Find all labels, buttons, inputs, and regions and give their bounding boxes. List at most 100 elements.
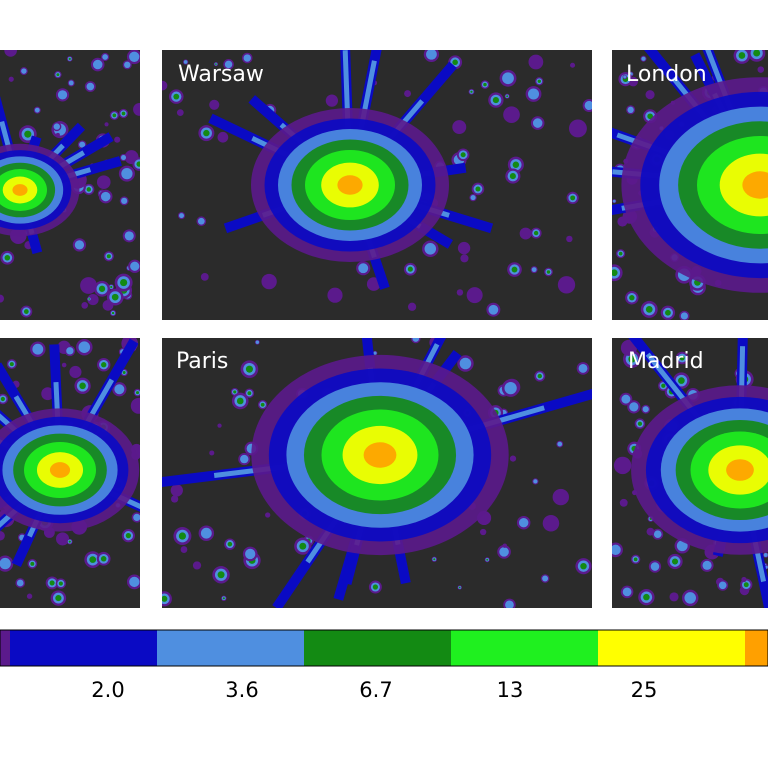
light-spot (136, 161, 140, 167)
light-spot (49, 580, 55, 586)
light-spot (215, 63, 217, 65)
light-spot (24, 130, 32, 138)
light-spot (125, 533, 132, 539)
light-spot (57, 90, 68, 100)
light-spot (470, 195, 476, 201)
light-spot (124, 61, 131, 69)
light-spot (466, 287, 483, 304)
light-spot (122, 371, 126, 374)
light-spot (653, 530, 662, 539)
light-spot (570, 195, 576, 201)
city-core (337, 175, 363, 195)
light-spot (79, 382, 86, 390)
city-label: Paris (176, 349, 228, 374)
light-spot (130, 261, 140, 271)
light-spot (519, 227, 532, 240)
light-spot (645, 90, 655, 100)
light-spot (80, 277, 97, 294)
light-spot (557, 276, 576, 294)
light-spot (55, 532, 70, 546)
light-spot (133, 102, 140, 116)
light-spot (629, 402, 639, 412)
light-spot (642, 406, 649, 413)
light-spot (546, 270, 551, 274)
light-spot (227, 541, 233, 547)
panels (0, 50, 768, 608)
light-spot (130, 397, 140, 414)
map-panel (0, 338, 140, 608)
light-spot (224, 60, 233, 69)
city-core (742, 171, 768, 199)
light-spot (537, 373, 542, 379)
light-spot (665, 309, 671, 316)
light-spot (617, 216, 628, 227)
light-spot (129, 576, 140, 588)
map-panel (612, 338, 768, 608)
light-spot (511, 266, 518, 273)
light-spot (433, 558, 436, 561)
colorbar (0, 630, 768, 666)
light-spot (180, 546, 188, 553)
city-core (726, 459, 754, 481)
light-spot (114, 136, 121, 143)
light-spot (170, 495, 179, 503)
light-spot (0, 530, 5, 541)
light-spot (452, 120, 467, 135)
light-spot (650, 562, 660, 571)
light-spot (542, 514, 560, 532)
light-spot (56, 73, 60, 77)
light-spot (512, 161, 520, 168)
light-spot (86, 82, 95, 91)
light-spot (0, 294, 5, 303)
light-spot (102, 54, 108, 60)
light-spot (247, 391, 252, 396)
light-spot (620, 339, 637, 356)
light-spot (173, 93, 180, 100)
light-spot (645, 306, 653, 313)
light-spot (245, 548, 256, 560)
light-spot (240, 454, 249, 464)
light-spot (265, 512, 271, 518)
light-spot (580, 562, 587, 570)
light-spot (470, 90, 473, 93)
light-spot (16, 579, 24, 587)
light-spot (68, 540, 71, 543)
light-spot (568, 119, 587, 138)
light-spot (133, 513, 140, 522)
light-spot (101, 362, 107, 368)
light-spot (245, 365, 253, 373)
light-spot (669, 592, 679, 602)
light-spot (622, 587, 632, 597)
light-spot (92, 59, 103, 70)
light-spot (537, 79, 541, 83)
light-spot (753, 50, 761, 57)
light-spot (217, 423, 222, 428)
light-spot (203, 129, 210, 137)
light-spot (718, 581, 727, 590)
light-spot (426, 50, 437, 60)
light-spot (702, 560, 712, 570)
light-spot (255, 340, 260, 344)
light-spot (373, 351, 377, 355)
light-spot (222, 597, 225, 600)
light-spot (74, 240, 85, 250)
light-spot (69, 365, 82, 379)
light-spot (627, 106, 634, 114)
light-spot (104, 122, 109, 127)
light-spot (457, 241, 471, 255)
light-spot (121, 197, 128, 204)
light-spot (738, 52, 746, 59)
light-spot (661, 383, 666, 388)
colorbar-frame (0, 629, 768, 667)
light-spot (570, 62, 576, 68)
light-spot (628, 355, 636, 363)
light-spot (112, 113, 117, 118)
light-spot (528, 54, 544, 70)
light-spot (106, 254, 111, 259)
city-core (12, 184, 28, 196)
light-spot (531, 267, 537, 273)
light-spot (372, 584, 378, 590)
light-spot (34, 107, 40, 113)
light-spot (4, 50, 17, 57)
